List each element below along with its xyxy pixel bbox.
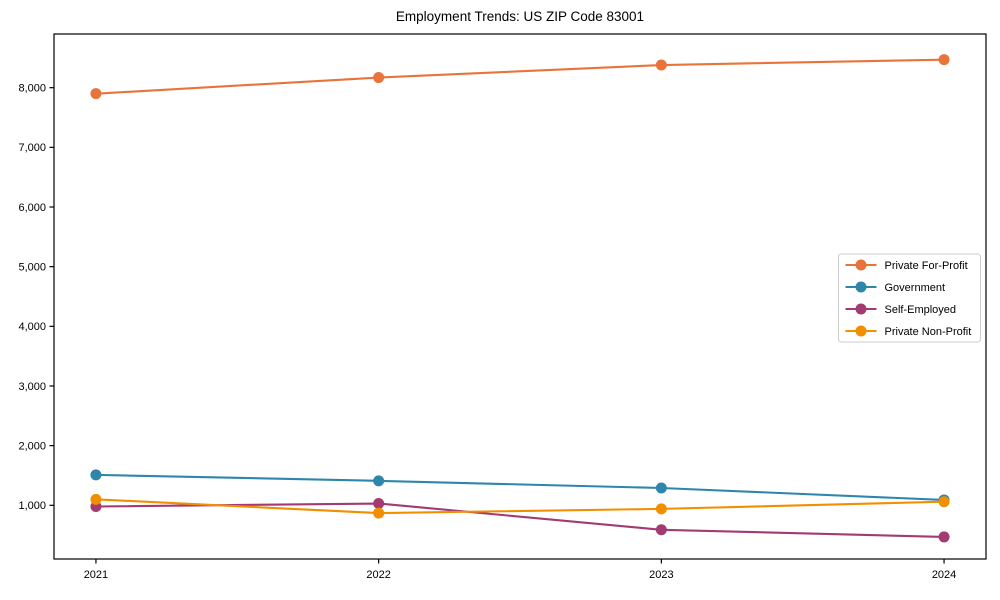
legend-item-self-employed: Self-Employed <box>845 303 957 316</box>
marker-self-employed-2023 <box>655 524 667 536</box>
series-line-private-non-profit <box>94 498 946 515</box>
y-tick-label-4-000: 4,000 <box>18 321 46 333</box>
series-line-private-for-profit <box>94 58 946 95</box>
legend-label-private-for-profit: Private For-Profit <box>885 260 968 272</box>
series-line-self-employed <box>94 502 946 538</box>
legend-label-private-non-profit: Private Non-Profit <box>885 326 972 338</box>
x-tick-label-2024: 2024 <box>932 569 956 581</box>
axes-frame <box>53 33 987 560</box>
marker-private-for-profit-2022 <box>373 72 385 84</box>
marker-private-non-profit-2022 <box>373 507 385 519</box>
marker-private-for-profit-2021 <box>90 88 102 100</box>
marker-government-2022 <box>373 475 385 487</box>
legend-label-self-employed: Self-Employed <box>885 304 957 316</box>
legend-item-private-non-profit: Private Non-Profit <box>845 325 972 338</box>
y-tick-label-6-000: 6,000 <box>18 202 46 214</box>
legend-marker-government <box>855 281 867 293</box>
marker-private-non-profit-2021 <box>90 493 102 505</box>
y-tick-label-5-000: 5,000 <box>18 262 46 274</box>
y-tick-label-1-000: 1,000 <box>18 500 46 512</box>
marker-self-employed-2022 <box>373 498 385 510</box>
marker-private-non-profit-2024 <box>938 496 950 508</box>
marker-government-2021 <box>90 469 102 481</box>
legend: Private For-Profit Government Self-Employe… <box>838 253 981 343</box>
x-tick-label-2022: 2022 <box>366 569 390 581</box>
y-tick-label-3-000: 3,000 <box>18 381 46 393</box>
legend-marker-private-non-profit <box>855 325 867 337</box>
y-tick-label-2-000: 2,000 <box>18 440 46 452</box>
legend-item-private-for-profit: Private For-Profit <box>845 259 968 272</box>
chart-title: Employment Trends: US ZIP Code 83001 <box>396 9 644 24</box>
x-tick-label-2023: 2023 <box>649 569 673 581</box>
legend-marker-self-employed <box>855 303 867 315</box>
marker-self-employed-2024 <box>938 531 950 543</box>
marker-private-for-profit-2024 <box>938 54 950 66</box>
y-tick-label-8-000: 8,000 <box>18 83 46 95</box>
plot-area: 1,000 2,000 3,000 4,000 5,000 6,000 7,000 8,000… <box>18 33 987 581</box>
legend-box <box>838 253 981 343</box>
y-tick-label-7-000: 7,000 <box>18 142 46 154</box>
x-tick-label-2021: 2021 <box>84 569 108 581</box>
legend-label-government: Government <box>885 282 946 294</box>
marker-private-non-profit-2023 <box>655 503 667 515</box>
series-line-government <box>94 473 946 501</box>
legend-item-government: Government <box>845 281 946 294</box>
legend-marker-private-for-profit <box>855 259 867 271</box>
marker-government-2023 <box>655 482 667 494</box>
marker-private-for-profit-2023 <box>655 59 667 71</box>
